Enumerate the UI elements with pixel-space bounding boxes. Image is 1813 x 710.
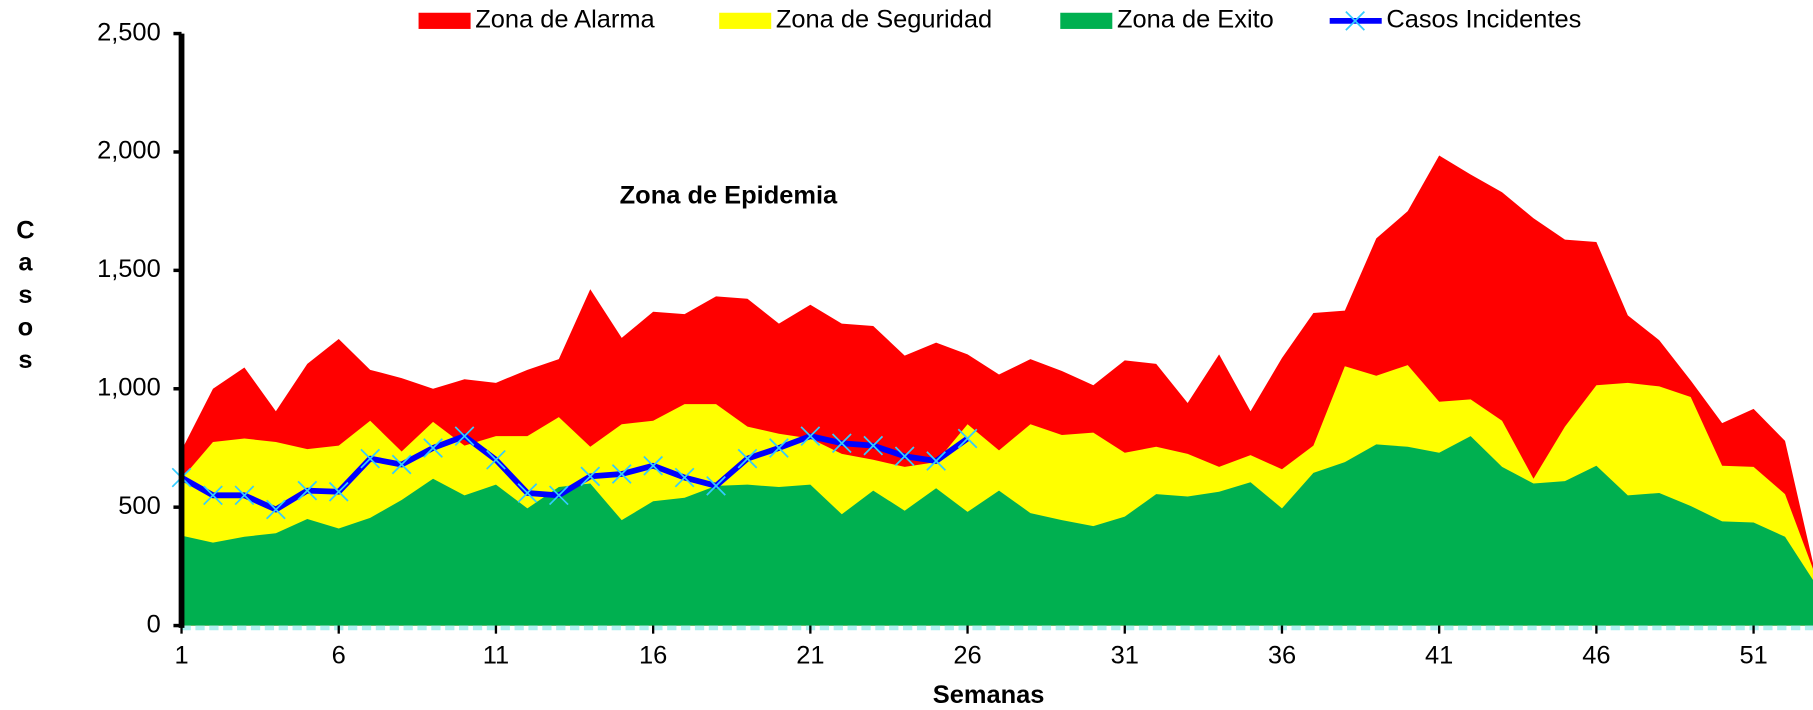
marker — [674, 467, 695, 488]
legend-label: Zona de Seguridad — [776, 6, 992, 34]
x-tick-label: 26 — [953, 642, 981, 670]
marker — [957, 428, 978, 449]
legend-marker — [1345, 10, 1365, 31]
plot-area — [181, 155, 1813, 626]
legend-swatch — [1060, 12, 1113, 29]
y-tick-label: 1,000 — [97, 373, 161, 401]
marker — [328, 481, 349, 502]
marker — [548, 485, 569, 506]
x-tick-label: 21 — [796, 642, 824, 670]
y-tick-label: 500 — [118, 492, 160, 520]
line — [180, 433, 970, 513]
legend-swatch — [719, 12, 772, 29]
marker — [234, 485, 255, 506]
y-tick-label: 2,000 — [97, 137, 161, 165]
marker — [360, 448, 381, 469]
y-tick-label: 2,500 — [97, 18, 161, 46]
x-tick-label: 51 — [1739, 642, 1767, 670]
legend-label: Casos Incidentes — [1386, 6, 1581, 34]
marker — [297, 480, 318, 501]
x-tick-label: 1 — [174, 642, 188, 670]
legend-label: Zona de Alarma — [475, 6, 655, 34]
area — [181, 436, 1813, 626]
legend-label: Zona de Exito — [1117, 6, 1274, 34]
marker — [265, 499, 286, 520]
marker — [454, 426, 475, 446]
marker — [643, 455, 664, 476]
x-tick-label: 31 — [1111, 642, 1139, 670]
y-tick-label: 0 — [147, 610, 161, 638]
x-tick-label: 46 — [1582, 642, 1610, 670]
x-tick-label: 36 — [1268, 642, 1296, 670]
marker — [894, 446, 915, 467]
annotation: Zona de Epidemia — [620, 181, 838, 209]
marker — [863, 435, 884, 456]
y-tick-label: 1,500 — [97, 255, 161, 283]
x-tick-label: 11 — [483, 642, 509, 670]
marker — [706, 475, 726, 496]
marker — [486, 449, 506, 470]
marker — [423, 438, 443, 458]
marker — [203, 485, 223, 506]
marker — [800, 426, 821, 446]
marker — [769, 438, 789, 458]
x-axis-label: Semanas — [933, 681, 1045, 709]
x-tick-label: 6 — [332, 642, 346, 670]
marker — [737, 448, 758, 469]
x-tick-label: 16 — [639, 642, 667, 670]
legend-swatch — [418, 12, 471, 29]
marker — [517, 483, 538, 503]
marker — [611, 464, 632, 484]
marker — [391, 454, 412, 475]
marker — [580, 466, 601, 487]
marker — [831, 433, 852, 454]
marker — [926, 451, 946, 471]
x-tick-label: 41 — [1425, 642, 1453, 670]
